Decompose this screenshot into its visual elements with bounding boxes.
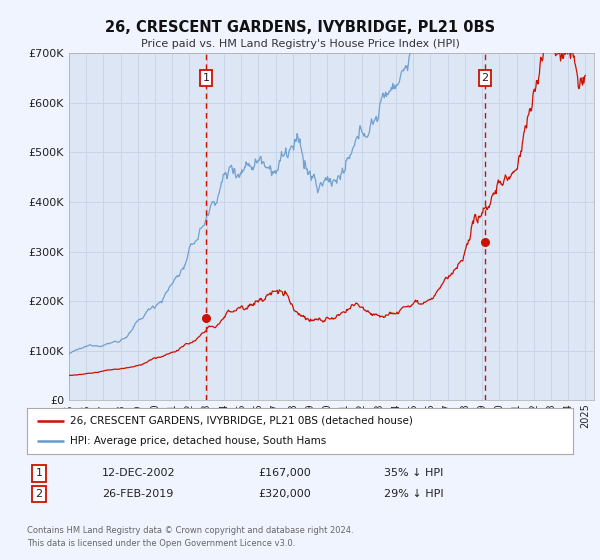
Text: 1: 1 — [203, 73, 209, 83]
Text: This data is licensed under the Open Government Licence v3.0.: This data is licensed under the Open Gov… — [27, 539, 295, 548]
Text: 35% ↓ HPI: 35% ↓ HPI — [384, 468, 443, 478]
Text: 29% ↓ HPI: 29% ↓ HPI — [384, 489, 443, 499]
Text: 1: 1 — [35, 468, 43, 478]
Text: 2: 2 — [481, 73, 488, 83]
Text: 2: 2 — [35, 489, 43, 499]
Text: 26-FEB-2019: 26-FEB-2019 — [102, 489, 173, 499]
Text: 26, CRESCENT GARDENS, IVYBRIDGE, PL21 0BS: 26, CRESCENT GARDENS, IVYBRIDGE, PL21 0B… — [105, 20, 495, 35]
Text: 12-DEC-2002: 12-DEC-2002 — [102, 468, 176, 478]
Text: Contains HM Land Registry data © Crown copyright and database right 2024.: Contains HM Land Registry data © Crown c… — [27, 526, 353, 535]
Text: £167,000: £167,000 — [258, 468, 311, 478]
Text: Price paid vs. HM Land Registry's House Price Index (HPI): Price paid vs. HM Land Registry's House … — [140, 39, 460, 49]
Text: 26, CRESCENT GARDENS, IVYBRIDGE, PL21 0BS (detached house): 26, CRESCENT GARDENS, IVYBRIDGE, PL21 0B… — [70, 416, 412, 426]
Text: HPI: Average price, detached house, South Hams: HPI: Average price, detached house, Sout… — [70, 436, 326, 446]
Text: £320,000: £320,000 — [258, 489, 311, 499]
